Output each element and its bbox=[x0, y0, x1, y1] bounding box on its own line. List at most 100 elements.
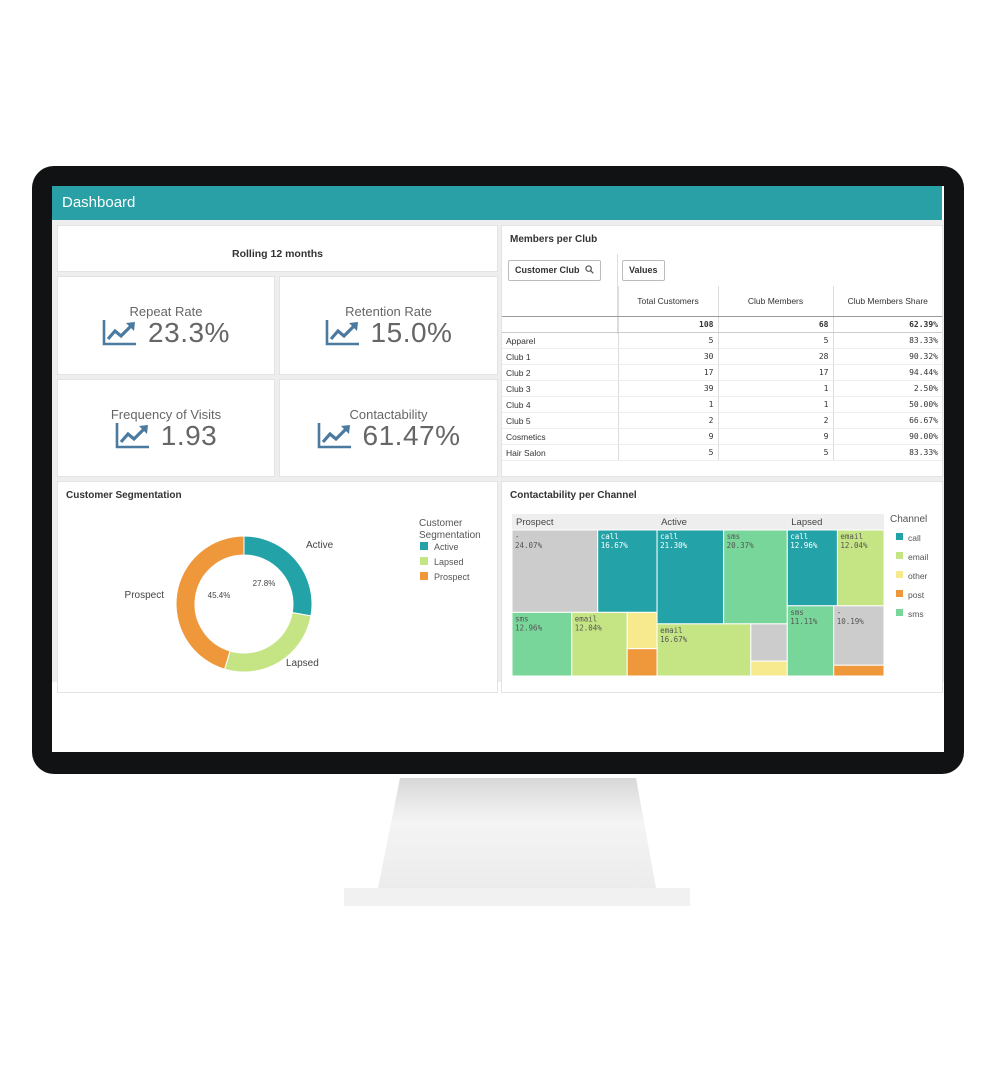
group-header bbox=[787, 514, 884, 530]
values-button[interactable]: Values bbox=[622, 260, 665, 281]
cell-value: 12.96% bbox=[515, 623, 543, 632]
kpi-frequency-of-visits[interactable]: Frequency of Visits 1.93 bbox=[58, 380, 274, 476]
legend-item[interactable]: call bbox=[908, 533, 921, 543]
club-name-cell: Club 1 bbox=[502, 348, 618, 365]
legend-item[interactable]: email bbox=[908, 552, 928, 562]
legend-item[interactable]: Prospect bbox=[434, 572, 470, 582]
members-per-club-panel: Members per Club Customer Club Values To… bbox=[502, 226, 942, 476]
table-header-row: Total Customers Club Members Club Member… bbox=[502, 286, 942, 317]
cell-label: email bbox=[660, 626, 683, 635]
cell-value: 24.07% bbox=[515, 541, 543, 550]
trend-up-icon bbox=[317, 423, 351, 449]
legend-swatch bbox=[420, 542, 428, 550]
kpi-label: Repeat Rate bbox=[129, 304, 203, 319]
legend-title: Channel bbox=[890, 514, 927, 525]
customer-club-filter-button[interactable]: Customer Club bbox=[508, 260, 602, 281]
treemap-cell-call[interactable] bbox=[656, 529, 725, 625]
club-name-cell: Club 5 bbox=[502, 412, 618, 429]
total-customers-cell: 108 bbox=[617, 316, 718, 333]
table-row[interactable]: Club 1 30 28 90.32% bbox=[502, 348, 942, 365]
share-cell: 83.33% bbox=[832, 444, 942, 461]
table-total-row: 108 68 62.39% bbox=[502, 316, 942, 333]
contactability-per-channel-panel: Contactability per Channel Prospect -24.0… bbox=[502, 482, 942, 692]
treemap-cell-call[interactable] bbox=[786, 529, 838, 607]
legend-item[interactable]: Lapsed bbox=[434, 557, 464, 567]
trend-up-icon bbox=[102, 320, 137, 346]
panel-title: Members per Club bbox=[510, 234, 598, 245]
total-customers-cell: 39 bbox=[617, 380, 718, 397]
legend-swatch bbox=[420, 572, 428, 580]
column-header[interactable]: Club Members bbox=[717, 286, 833, 317]
table-row[interactable]: Club 4 1 1 50.00% bbox=[502, 396, 942, 413]
rolling-period-label: Rolling 12 months bbox=[231, 248, 323, 260]
legend-item[interactable]: sms bbox=[908, 609, 924, 619]
panel-title: Contactability per Channel bbox=[510, 490, 637, 501]
legend-swatch bbox=[896, 609, 903, 616]
table-row[interactable]: Club 3 39 1 2.50% bbox=[502, 380, 942, 397]
cell-value: 20.37% bbox=[727, 541, 755, 550]
share-cell: 2.50% bbox=[832, 380, 942, 397]
kpi-retention-rate[interactable]: Retention Rate 15.0% bbox=[280, 277, 497, 374]
contactability-treemap: Prospect-24.07%call16.67%sms12.96%email1… bbox=[511, 514, 928, 677]
group-header bbox=[512, 514, 658, 530]
share-cell: 90.00% bbox=[832, 428, 942, 445]
table-row[interactable]: Cosmetics 9 9 90.00% bbox=[502, 428, 942, 445]
app-title: Dashboard bbox=[52, 186, 942, 220]
donut-slice-prospect[interactable] bbox=[175, 535, 245, 670]
kpi-value: 23.3% bbox=[148, 317, 230, 348]
share-cell: 90.32% bbox=[832, 348, 942, 365]
club-members-cell: 17 bbox=[717, 364, 833, 381]
treemap-cell-post[interactable] bbox=[833, 664, 885, 677]
cell-value: 16.67% bbox=[601, 541, 629, 550]
treemap-cell-email[interactable] bbox=[571, 611, 628, 677]
kpi-repeat-rate[interactable]: Repeat Rate 23.3% bbox=[58, 277, 274, 374]
legend-item[interactable]: other bbox=[908, 571, 928, 581]
legend-item[interactable]: post bbox=[908, 590, 925, 600]
data-label: 27.8% bbox=[253, 579, 276, 588]
cell-value: 11.11% bbox=[790, 617, 818, 626]
cell-label: - bbox=[837, 608, 842, 617]
club-members-cell: 1 bbox=[717, 396, 833, 413]
table-row[interactable]: Club 2 17 17 94.44% bbox=[502, 364, 942, 381]
group-header bbox=[657, 514, 788, 530]
club-members-cell: 9 bbox=[717, 428, 833, 445]
total-customers-cell: 9 bbox=[617, 428, 718, 445]
treemap-cell-unknown[interactable] bbox=[750, 623, 788, 662]
total-customers-cell: 5 bbox=[617, 444, 718, 461]
treemap-cell-other[interactable] bbox=[750, 660, 788, 677]
table-row[interactable]: Hair Salon 5 5 83.33% bbox=[502, 444, 942, 461]
treemap-cell-other[interactable] bbox=[626, 611, 658, 650]
column-header[interactable]: Club Members Share bbox=[832, 286, 942, 317]
treemap-cell-post[interactable] bbox=[626, 648, 658, 677]
total-customers-cell: 2 bbox=[617, 412, 718, 429]
share-cell: 94.44% bbox=[832, 364, 942, 381]
cell-label: - bbox=[515, 532, 520, 541]
club-name-cell: Hair Salon bbox=[502, 444, 618, 461]
legend-item[interactable]: Active bbox=[434, 542, 459, 552]
table-row[interactable]: Club 5 2 2 66.67% bbox=[502, 412, 942, 429]
data-label: 45.4% bbox=[208, 591, 231, 600]
treemap-cell-sms[interactable] bbox=[511, 611, 573, 677]
club-name-cell: Club 4 bbox=[502, 396, 618, 413]
treemap-cell-call[interactable] bbox=[597, 529, 658, 613]
column-header[interactable]: Total Customers bbox=[617, 286, 718, 317]
cell-label: sms bbox=[790, 608, 804, 617]
members-table: Total Customers Club Members Club Member… bbox=[502, 286, 942, 461]
segmentation-donut-chart: Active Lapsed Prospect 27.8% 45.4% CustomerSe… bbox=[125, 518, 481, 673]
legend-title: Segmentation bbox=[419, 530, 481, 541]
trend-up-icon bbox=[325, 320, 359, 346]
donut-slice-active[interactable] bbox=[243, 535, 313, 617]
treemap-cell-unknown[interactable] bbox=[833, 605, 885, 666]
club-name-cell: Club 2 bbox=[502, 364, 618, 381]
table-row[interactable]: Apparel 5 5 83.33% bbox=[502, 332, 942, 349]
share-cell: 83.33% bbox=[832, 332, 942, 349]
total-customers-cell: 30 bbox=[617, 348, 718, 365]
kpi-contactability[interactable]: Contactability 61.47% bbox=[280, 380, 497, 476]
treemap-cell-email[interactable] bbox=[836, 529, 885, 607]
group-label: Active bbox=[661, 517, 687, 528]
treemap-cell-sms[interactable] bbox=[786, 605, 835, 677]
